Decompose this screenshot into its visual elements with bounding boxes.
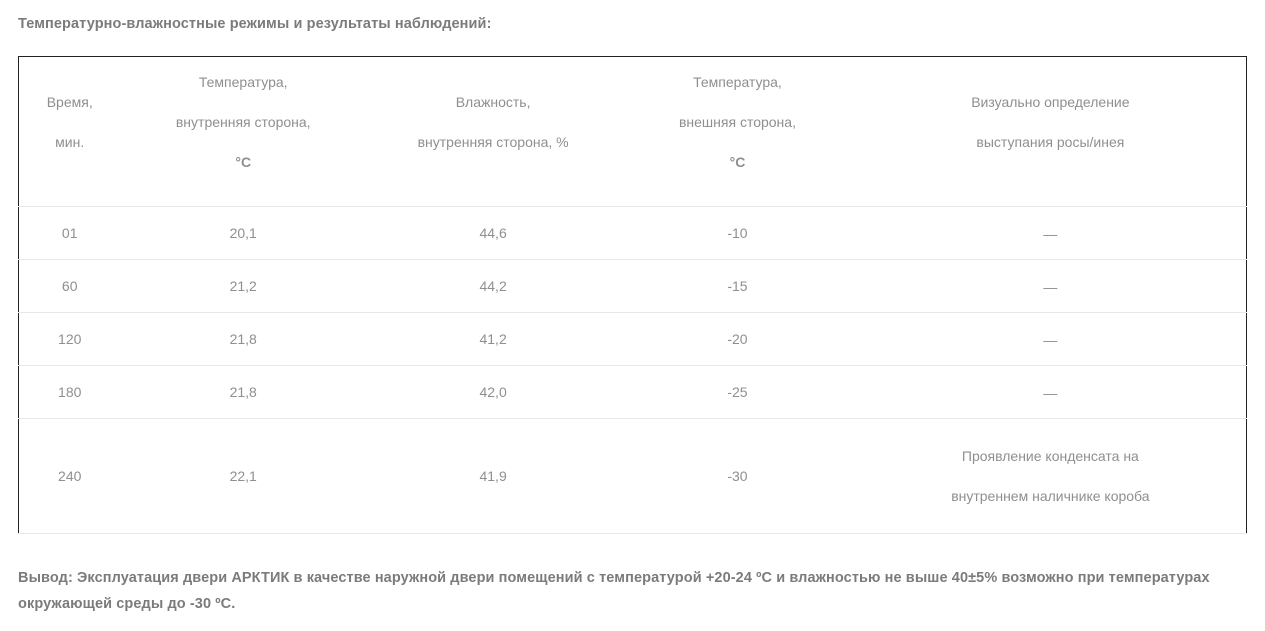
cell-humidity-inside: 41,2 xyxy=(366,312,621,366)
cell-temp-outside: -25 xyxy=(620,365,855,419)
visual-observation-text: — xyxy=(1043,278,1058,295)
table-row: 180 21,8 42,0 -25 — xyxy=(18,365,1247,419)
cell-temp-inside: 21,2 xyxy=(120,259,367,313)
cell-visual-observation: Проявление конденсата на внутреннем нали… xyxy=(854,418,1247,534)
cell-humidity-inside: 44,6 xyxy=(366,206,621,260)
cell-temp-inside: 22,1 xyxy=(120,418,367,534)
observations-table: Время, мин. Температура, внутренняя стор… xyxy=(18,56,1247,534)
cell-temp-inside: 21,8 xyxy=(120,312,367,366)
cell-temp-outside: -10 xyxy=(620,206,855,260)
header-line: выступания росы/инея xyxy=(976,133,1125,150)
column-header-time: Время, мин. xyxy=(18,56,121,207)
header-line: Температура, xyxy=(198,73,288,90)
column-header-temp-outside: Температура, внешняя сторона, °С xyxy=(620,56,855,207)
column-header-temp-inside: Температура, внутренняя сторона, °С xyxy=(120,56,367,207)
cell-visual-observation: — xyxy=(854,259,1247,313)
visual-observation-text: Проявление конденсата на внутреннем нали… xyxy=(951,448,1150,504)
header-line: внутренняя сторона, xyxy=(175,113,311,130)
page: Температурно-влажностные режимы и резуль… xyxy=(18,16,1247,612)
cell-temp-inside: 20,1 xyxy=(120,206,367,260)
header-line: Влажность, xyxy=(455,93,531,110)
header-unit-line: °С xyxy=(729,153,746,170)
cell-time: 240 xyxy=(18,418,121,534)
cell-humidity-inside: 42,0 xyxy=(366,365,621,419)
header-line: внутренняя сторона, % xyxy=(417,133,569,150)
cell-humidity-inside: 41,9 xyxy=(366,418,621,534)
cell-time: 180 xyxy=(18,365,121,419)
cell-visual-observation: — xyxy=(854,312,1247,366)
column-header-humidity-inside: Влажность, внутренняя сторона, % xyxy=(366,56,621,207)
header-line: мин. xyxy=(55,133,85,150)
table-header-row: Время, мин. Температура, внутренняя стор… xyxy=(18,56,1247,207)
table-row: 60 21,2 44,2 -15 — xyxy=(18,259,1247,313)
cell-temp-outside: -20 xyxy=(620,312,855,366)
table-row: 240 22,1 41,9 -30 Проявление конденсата … xyxy=(18,418,1247,534)
header-line: внешняя сторона, xyxy=(678,113,796,130)
section-title: Температурно-влажностные режимы и резуль… xyxy=(18,16,492,32)
visual-observation-text: — xyxy=(1043,331,1058,348)
header-line: Температура, xyxy=(693,73,782,90)
cell-time: 120 xyxy=(18,312,121,366)
cell-visual-observation: — xyxy=(854,365,1247,419)
cell-humidity-inside: 44,2 xyxy=(366,259,621,313)
cell-time: 60 xyxy=(18,259,121,313)
header-line: Время, xyxy=(46,93,93,110)
table-row: 120 21,8 41,2 -20 — xyxy=(18,312,1247,366)
visual-observation-text: — xyxy=(1043,225,1058,242)
table-row: 01 20,1 44,6 -10 — xyxy=(18,206,1247,260)
conclusion-text: Вывод: Эксплуатация двери АРКТИК в качес… xyxy=(18,570,1210,612)
cell-temp-outside: -15 xyxy=(620,259,855,313)
cell-visual-observation: — xyxy=(854,206,1247,260)
visual-observation-text: — xyxy=(1043,384,1058,401)
header-unit-line: °С xyxy=(235,153,252,170)
column-header-visual-observation: Визуально определение выступания росы/ин… xyxy=(854,56,1247,207)
cell-time: 01 xyxy=(18,206,121,260)
cell-temp-inside: 21,8 xyxy=(120,365,367,419)
cell-temp-outside: -30 xyxy=(620,418,855,534)
header-line: Визуально определение xyxy=(971,93,1130,110)
